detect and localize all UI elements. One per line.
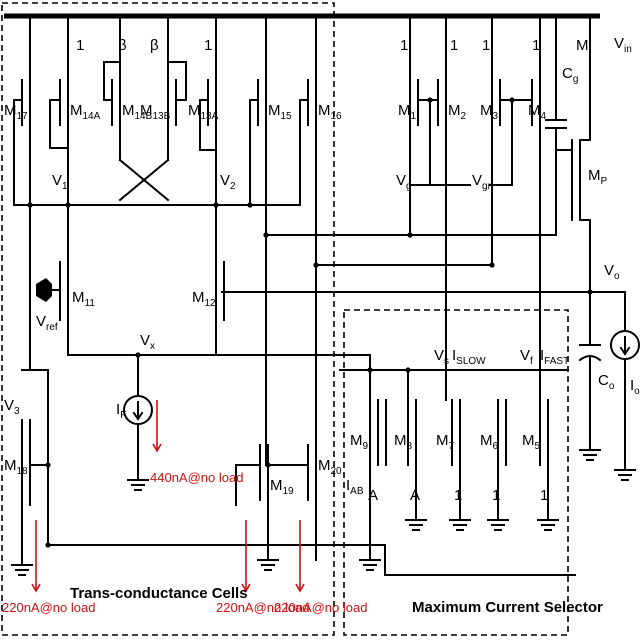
m19-m20-group [235, 444, 317, 571]
svg-text:Vx: Vx [140, 332, 155, 352]
svg-text:Vo: Vo [604, 262, 620, 282]
current-annotations [31, 400, 305, 593]
svg-text:V3: V3 [4, 397, 20, 417]
svg-text:IAB: IAB [346, 477, 364, 497]
svg-text:M5: M5 [522, 432, 541, 452]
svg-text:Trans-conductance Cells: Trans-conductance Cells [70, 585, 248, 602]
svg-text:M19: M19 [270, 477, 294, 497]
svg-text:220nA@no load: 220nA@no load [2, 600, 95, 615]
svg-text:M9: M9 [350, 432, 369, 452]
svg-text:M4: M4 [528, 102, 547, 122]
svg-text:1: 1 [450, 37, 458, 54]
svg-text:M18: M18 [4, 457, 28, 477]
svg-text:1: 1 [532, 37, 540, 54]
svg-text:M: M [576, 37, 589, 54]
svg-text:Vref: Vref [36, 313, 58, 333]
svg-text:M17: M17 [4, 102, 28, 122]
svg-text:M8: M8 [394, 432, 413, 452]
svg-text:1: 1 [482, 37, 490, 54]
svg-text:A: A [410, 487, 420, 504]
svg-text:Vgr: Vgr [472, 172, 492, 192]
svg-text:M2: M2 [448, 102, 467, 122]
svg-text:M11: M11 [72, 289, 95, 309]
labels: Vin M17 M14A M14B M13B M13A M15 M16 M1 M… [2, 35, 640, 616]
svg-text:M15: M15 [268, 102, 292, 122]
svg-text:1: 1 [204, 37, 212, 54]
svg-text:IF: IF [116, 401, 126, 421]
max-current-selector [339, 339, 576, 576]
svg-text:1: 1 [454, 487, 462, 504]
pmos-mirror-bank [13, 15, 317, 466]
svg-text:Vg: Vg [396, 172, 412, 192]
svg-text:Maximum Current Selector: Maximum Current Selector [412, 599, 603, 616]
svg-text:1: 1 [400, 37, 408, 54]
pmos-right-bank [409, 15, 541, 341]
junction-dots [27, 97, 593, 548]
svg-text:Vs: Vs [434, 347, 449, 367]
svg-text:MP: MP [588, 167, 608, 187]
svg-text:220nA@no load: 220nA@no load [274, 600, 367, 615]
svg-text:M1: M1 [398, 102, 417, 122]
svg-text:M12: M12 [192, 289, 216, 309]
svg-text:1: 1 [492, 487, 500, 504]
svg-text:A: A [368, 487, 378, 504]
svg-text:Vf: Vf [520, 347, 533, 367]
svg-text:IFAST: IFAST [540, 347, 569, 367]
svg-text:M20: M20 [318, 457, 342, 477]
diff-pair [36, 204, 371, 401]
svg-text:V2: V2 [220, 172, 236, 192]
svg-text:220nA@no load: 220nA@no load [216, 600, 309, 615]
svg-text:Io: Io [630, 377, 640, 397]
svg-text:Cg: Cg [562, 65, 578, 85]
transconductance-box [1, 2, 335, 636]
svg-text:1: 1 [540, 487, 548, 504]
svg-text:M13A: M13A [188, 102, 219, 122]
svg-text:Co: Co [598, 372, 615, 392]
bias-lines [265, 234, 557, 266]
svg-text:V1: V1 [52, 172, 68, 192]
svg-text:1: 1 [76, 37, 84, 54]
svg-text:M13B: M13B [140, 102, 171, 122]
svg-text:ISLOW: ISLOW [452, 347, 486, 367]
svg-text:M6: M6 [480, 432, 499, 452]
svg-text:M3: M3 [480, 102, 499, 122]
output-pmos-stage [221, 15, 626, 293]
current-source-if [123, 354, 153, 491]
svg-text:M16: M16 [318, 102, 342, 122]
svg-text:M14A: M14A [70, 102, 101, 122]
svg-text:M7: M7 [436, 432, 455, 452]
m18-group [11, 369, 386, 576]
svg-text:β: β [150, 37, 159, 54]
svg-text:β: β [118, 37, 127, 54]
svg-text:M14B: M14B [122, 102, 153, 122]
svg-text:Vin: Vin [614, 35, 632, 55]
svg-text:440nA@no load: 440nA@no load [150, 470, 243, 485]
max-current-selector-box [343, 309, 569, 636]
output-load [578, 291, 640, 481]
